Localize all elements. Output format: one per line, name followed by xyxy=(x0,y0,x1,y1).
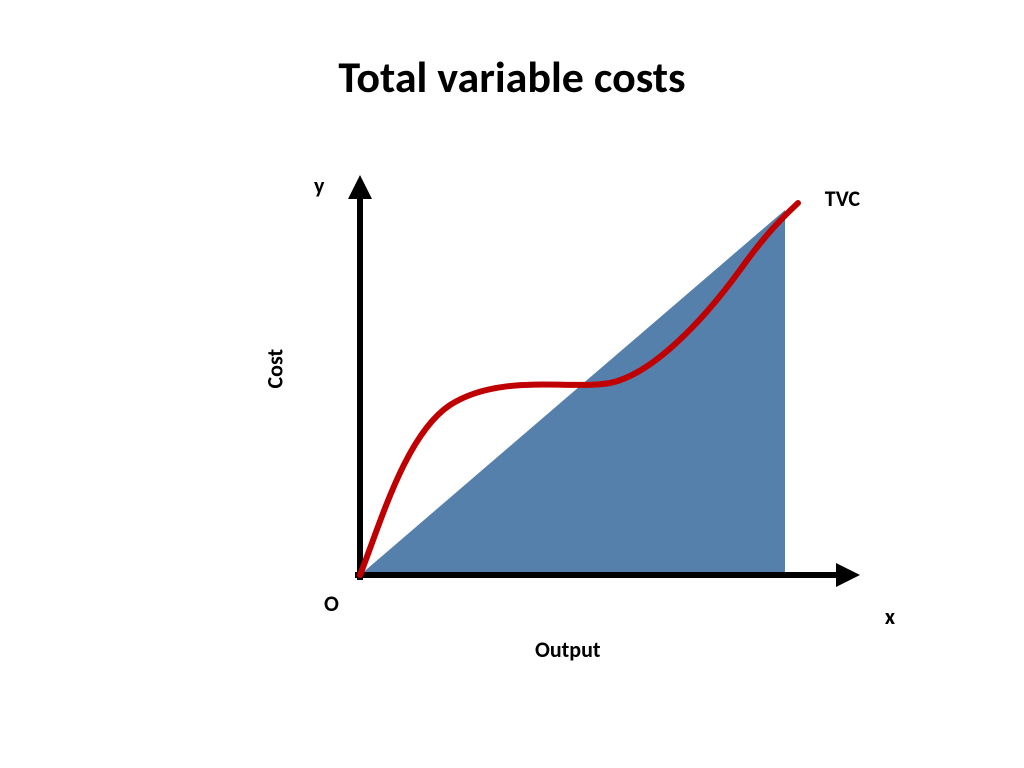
y-axis-top-label: y xyxy=(314,172,324,199)
tvc-curve-label: TVC xyxy=(825,185,860,212)
reference-triangle xyxy=(360,210,785,575)
y-axis-label: Cost xyxy=(262,349,289,389)
chart-area: y O x Cost Output TVC xyxy=(280,175,880,655)
x-axis-label: Output xyxy=(535,636,601,663)
origin-label: O xyxy=(324,590,339,617)
x-axis-right-label: x xyxy=(885,603,895,630)
chart-svg xyxy=(280,175,880,655)
chart-title: Total variable costs xyxy=(0,50,1024,104)
y-axis-arrowhead xyxy=(348,175,372,199)
x-axis-arrowhead xyxy=(836,563,860,587)
